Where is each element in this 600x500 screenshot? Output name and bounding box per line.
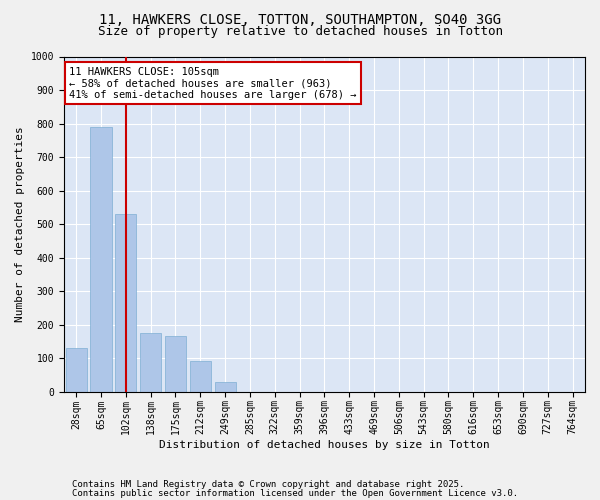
Text: Contains HM Land Registry data © Crown copyright and database right 2025.: Contains HM Land Registry data © Crown c… bbox=[72, 480, 464, 489]
Bar bbox=[115, 214, 136, 392]
Bar bbox=[215, 382, 236, 392]
Bar bbox=[65, 348, 87, 392]
Bar bbox=[140, 333, 161, 392]
Text: 11, HAWKERS CLOSE, TOTTON, SOUTHAMPTON, SO40 3GG: 11, HAWKERS CLOSE, TOTTON, SOUTHAMPTON, … bbox=[99, 12, 501, 26]
Bar bbox=[91, 127, 112, 392]
Bar bbox=[165, 336, 186, 392]
X-axis label: Distribution of detached houses by size in Totton: Distribution of detached houses by size … bbox=[159, 440, 490, 450]
Text: Size of property relative to detached houses in Totton: Size of property relative to detached ho… bbox=[97, 25, 503, 38]
Text: 11 HAWKERS CLOSE: 105sqm
← 58% of detached houses are smaller (963)
41% of semi-: 11 HAWKERS CLOSE: 105sqm ← 58% of detach… bbox=[69, 66, 356, 100]
Bar bbox=[190, 362, 211, 392]
Y-axis label: Number of detached properties: Number of detached properties bbox=[15, 126, 25, 322]
Text: Contains public sector information licensed under the Open Government Licence v3: Contains public sector information licen… bbox=[72, 488, 518, 498]
